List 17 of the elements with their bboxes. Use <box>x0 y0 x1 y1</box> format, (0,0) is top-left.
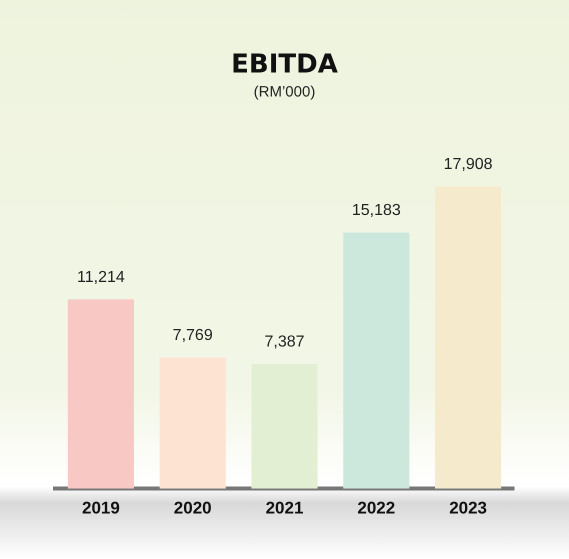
x-tick-label: 2019 <box>82 498 120 518</box>
bar <box>68 299 134 489</box>
data-label: 17,908 <box>444 156 493 173</box>
x-tick-label: 2023 <box>449 498 488 518</box>
chart-title: EBITDA <box>231 49 338 80</box>
data-label: 7,387 <box>264 333 305 350</box>
bar <box>251 364 318 489</box>
x-tick-label: 2021 <box>266 498 304 518</box>
data-label: 7,769 <box>172 326 213 344</box>
data-label: 15,183 <box>352 202 401 219</box>
bar <box>343 232 410 489</box>
x-tick-label: 2022 <box>357 498 396 518</box>
x-tick-label: 2020 <box>174 498 212 518</box>
chart-subtitle: (RM’000) <box>254 83 316 100</box>
bar <box>435 186 502 489</box>
data-label: 11,214 <box>77 268 125 286</box>
bar <box>160 358 226 489</box>
